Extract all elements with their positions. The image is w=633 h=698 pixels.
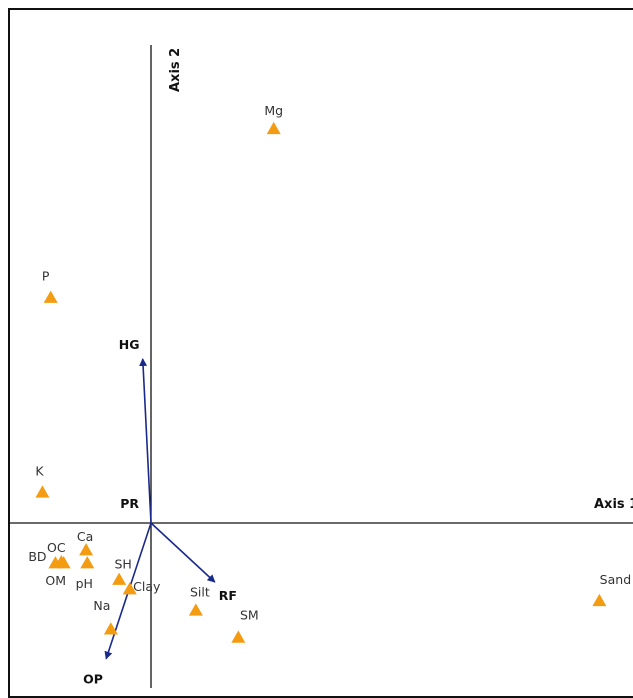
point-label-sand: Sand <box>600 572 631 587</box>
point-marker-om <box>56 556 71 569</box>
point-marker-sm <box>231 630 246 643</box>
vector-label-pr: PR <box>120 496 139 511</box>
point-marker-sh <box>112 572 127 585</box>
point-marker-p <box>43 290 58 303</box>
point-marker-ca <box>79 543 94 556</box>
point-label-oc: OC <box>47 540 66 555</box>
point-marker-silt <box>188 603 203 616</box>
plot-frame <box>8 8 633 698</box>
point-label-sh: SH <box>114 557 131 572</box>
point-marker-na <box>103 622 118 635</box>
vector-label-op: OP <box>83 672 103 687</box>
point-label-mg: Mg <box>264 103 283 118</box>
vector-label-hg: HG <box>119 337 140 352</box>
y-axis-title: Axis 2 <box>168 48 183 92</box>
point-marker-clay <box>122 582 137 595</box>
point-label-ph: pH <box>76 576 93 591</box>
point-label-na: Na <box>93 598 110 613</box>
vector-arrow-rf <box>150 522 216 583</box>
point-marker-sand <box>592 593 607 607</box>
point-marker-ph <box>80 556 95 569</box>
point-label-clay: Clay <box>133 579 161 594</box>
x-axis-title: Axis 1 <box>594 497 633 512</box>
point-label-p: P <box>42 269 50 284</box>
point-label-sm: SM <box>240 607 259 622</box>
point-label-ca: Ca <box>77 529 93 544</box>
point-label-om: OM <box>45 573 66 588</box>
point-label-k: K <box>35 463 44 478</box>
point-marker-mg <box>266 121 281 135</box>
point-label-bd: BD <box>28 549 46 564</box>
vector-label-rf: RF <box>219 588 237 603</box>
point-marker-k <box>35 485 50 498</box>
point-label-silt: Silt <box>190 584 210 599</box>
vector-arrow-hg <box>139 357 152 524</box>
